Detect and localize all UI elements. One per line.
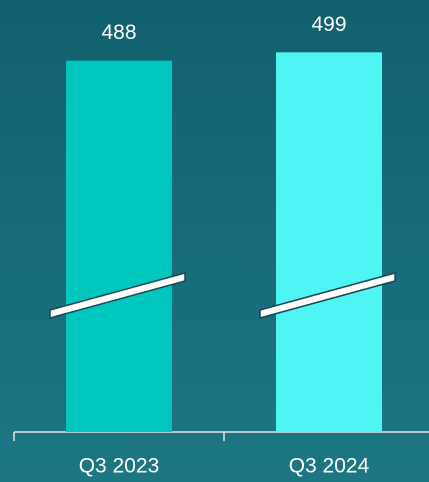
value-label: 499 — [311, 13, 346, 36]
x-tick-label: Q3 2023 — [79, 455, 160, 478]
axis-break — [259, 272, 396, 319]
x-tick-label: Q3 2024 — [289, 455, 370, 478]
axis-break — [49, 272, 186, 319]
bar — [276, 52, 382, 432]
value-label: 488 — [101, 21, 136, 44]
bar — [66, 60, 172, 433]
